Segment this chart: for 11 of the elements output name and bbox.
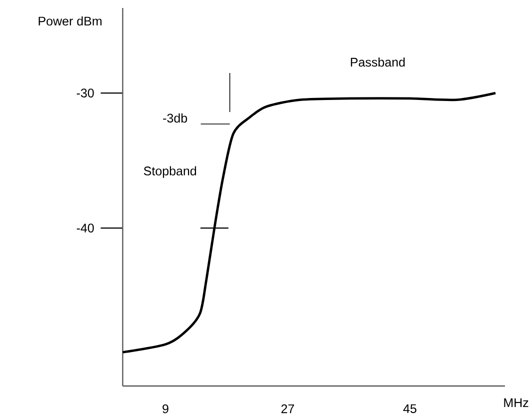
- line-series: [122, 92, 497, 354]
- x-tick-label: 45: [403, 404, 416, 414]
- x-axis-title: MHz: [504, 398, 528, 407]
- x-tick-label: 9: [162, 404, 168, 414]
- annotation: Stopband: [144, 166, 196, 178]
- annotation: -3db: [163, 113, 188, 123]
- y-tick-label: -30: [76, 88, 94, 98]
- x-tick-label: 27: [281, 404, 294, 414]
- y-tick-label: -40: [76, 224, 94, 232]
- y-axis-title: Power dBm: [38, 16, 102, 26]
- annotation: Passband: [350, 57, 405, 67]
